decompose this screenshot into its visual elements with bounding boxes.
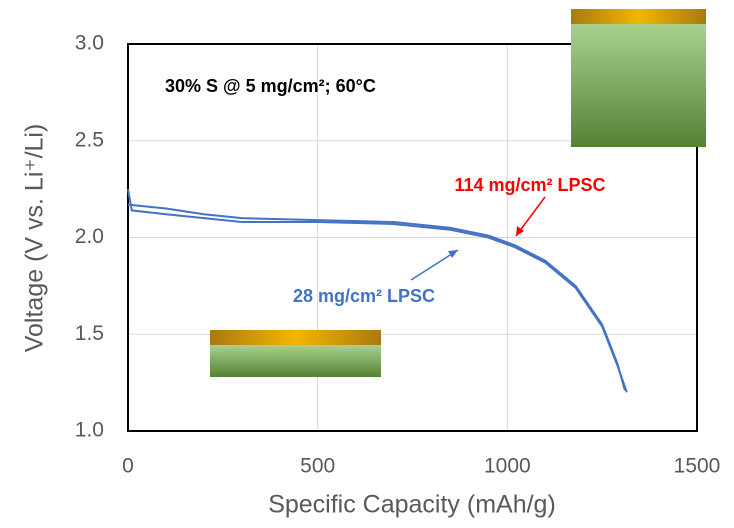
y-tick-label: 2.0 [75, 225, 104, 248]
y-tick-label: 1.0 [75, 419, 104, 442]
y-tick-label: 2.5 [75, 128, 104, 151]
annotation: 30% S @ 5 mg/cm²; 60°C [165, 76, 376, 96]
arrowhead [516, 226, 524, 236]
y-tick-label: 3.0 [75, 32, 104, 55]
series-line [127, 203, 626, 391]
series-label: 114 mg/cm² LPSC [454, 175, 605, 195]
arrowhead [448, 250, 458, 258]
cell-icon-electrolyte [210, 345, 381, 377]
x-tick-label: 500 [300, 455, 335, 478]
x-axis-title: Specific Capacity (mAh/g) [268, 491, 556, 519]
x-tick-label: 0 [122, 455, 134, 478]
arrow [410, 249, 459, 281]
series-line [127, 188, 628, 393]
lines [127, 188, 628, 393]
cell-icon-collector [571, 9, 706, 24]
cell-icon-collector [210, 330, 381, 345]
x-tick-label: 1500 [674, 455, 721, 478]
x-tick-label: 1000 [484, 455, 531, 478]
series-label: 28 mg/cm² LPSC [293, 286, 435, 306]
plot-frame [127, 43, 698, 432]
y-tick-label: 1.5 [75, 322, 104, 345]
cell-icon-electrolyte [571, 24, 706, 147]
y-axis-title: Voltage (V vs. Li⁺/Li) [21, 124, 49, 353]
